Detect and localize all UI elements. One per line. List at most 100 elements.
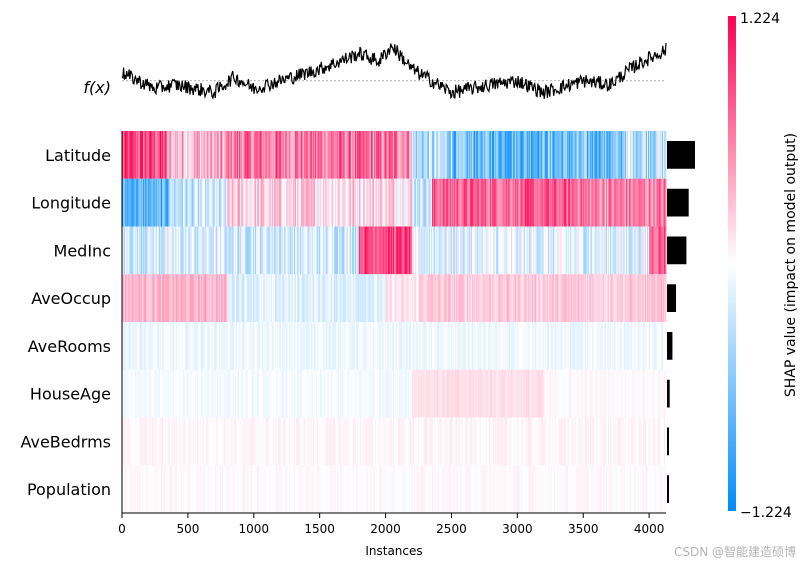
heatmap-cell	[424, 274, 427, 322]
heatmap-cell	[522, 178, 525, 227]
heatmap-cell	[577, 369, 579, 418]
heatmap-cell	[156, 178, 159, 227]
heatmap-cell	[240, 369, 242, 418]
heatmap-cell	[468, 131, 471, 179]
heatmap-cell	[509, 131, 512, 179]
heatmap-cell	[384, 274, 386, 322]
heatmap-cell	[325, 226, 327, 275]
heatmap-cell	[153, 322, 156, 370]
heatmap-cell	[443, 274, 445, 322]
heatmap-cell	[275, 322, 278, 370]
heatmap-cell	[601, 131, 604, 179]
heatmap-cell	[438, 322, 440, 370]
heatmap-cell	[512, 322, 514, 370]
heatmap-cell	[410, 417, 413, 466]
heatmap-cell	[554, 417, 556, 466]
heatmap-cell	[213, 322, 216, 370]
heatmap-cell	[423, 369, 425, 418]
heatmap-cell	[481, 369, 483, 418]
heatmap-cell	[377, 417, 379, 466]
heatmap-cell	[143, 465, 145, 513]
heatmap-cell	[282, 322, 284, 370]
heatmap-cell	[325, 322, 327, 370]
heatmap-cell	[344, 178, 346, 227]
heatmap-cell	[332, 226, 335, 275]
heatmap-cell	[609, 465, 611, 513]
heatmap-cell	[206, 369, 208, 418]
heatmap-cell	[208, 465, 210, 513]
heatmap-cell	[375, 274, 377, 322]
heatmap-cell	[215, 131, 218, 179]
heatmap-cell	[194, 465, 197, 513]
heatmap-cell	[369, 322, 372, 370]
heatmap-cell	[283, 226, 285, 275]
heatmap-cell	[460, 274, 462, 322]
heatmap-cell	[651, 369, 653, 418]
heatmap-cell	[253, 417, 256, 466]
heatmap-cell	[580, 369, 583, 418]
heatmap-cell	[196, 369, 199, 418]
heatmap-cell	[554, 274, 556, 322]
heatmap-cell	[169, 465, 171, 513]
heatmap-cell	[342, 322, 344, 370]
heatmap-cell	[589, 369, 591, 418]
heatmap-cell	[312, 369, 315, 418]
heatmap-cell	[128, 131, 130, 179]
heatmap-cell	[530, 226, 532, 275]
heatmap-cell	[587, 178, 590, 227]
heatmap-cell	[385, 226, 388, 275]
heatmap-cell	[634, 274, 636, 322]
heatmap-cell	[370, 369, 373, 418]
heatmap-cell	[188, 131, 190, 179]
heatmap-cell	[577, 178, 579, 227]
heatmap-cell	[633, 417, 635, 466]
heatmap-cell	[278, 369, 280, 418]
heatmap-cell	[129, 322, 131, 370]
heatmap-cell	[434, 369, 436, 418]
heatmap-cell	[263, 226, 265, 275]
heatmap-cell	[662, 178, 665, 227]
heatmap-cell	[426, 131, 429, 179]
heatmap-cell	[404, 226, 406, 275]
heatmap-cell	[579, 465, 581, 513]
heatmap-cell	[455, 178, 457, 227]
heatmap-cell	[542, 178, 545, 227]
heatmap-cell	[444, 274, 447, 322]
heatmap-cell	[628, 465, 630, 513]
heatmap-cell	[370, 322, 373, 370]
heatmap-cell	[299, 131, 301, 179]
heatmap-cell	[500, 178, 502, 227]
heatmap-cell	[498, 274, 500, 322]
heatmap-cell	[380, 369, 382, 418]
heatmap-cell	[174, 417, 177, 466]
heatmap-cell	[380, 178, 382, 227]
heatmap-cell	[565, 226, 568, 275]
heatmap-cell	[518, 226, 520, 275]
heatmap-cell	[594, 417, 596, 466]
heatmap-cell	[237, 131, 240, 179]
heatmap-cell	[179, 322, 182, 370]
heatmap-cell	[546, 369, 549, 418]
heatmap-cell	[362, 274, 364, 322]
heatmap-cell	[493, 226, 495, 275]
heatmap-cell	[155, 465, 158, 513]
heatmap-cell	[645, 369, 648, 418]
feature-label-averooms: AveRooms	[28, 337, 111, 356]
heatmap-cell	[664, 322, 667, 370]
heatmap-cell	[406, 322, 409, 370]
heatmap-cell	[463, 322, 466, 370]
heatmap-cell	[260, 369, 262, 418]
heatmap-cell	[614, 417, 616, 466]
heatmap-cell	[305, 369, 307, 418]
heatmap-cell	[136, 131, 139, 179]
heatmap-cell	[229, 417, 231, 466]
heatmap-cell	[629, 131, 631, 179]
heatmap-cell	[130, 131, 132, 179]
heatmap-cell	[575, 131, 577, 179]
heatmap-cell	[508, 369, 511, 418]
heatmap-cell	[129, 226, 131, 275]
heatmap-cell	[332, 369, 335, 418]
heatmap-cell	[655, 178, 657, 227]
heatmap-cell	[444, 465, 447, 513]
heatmap-cell	[639, 226, 642, 275]
